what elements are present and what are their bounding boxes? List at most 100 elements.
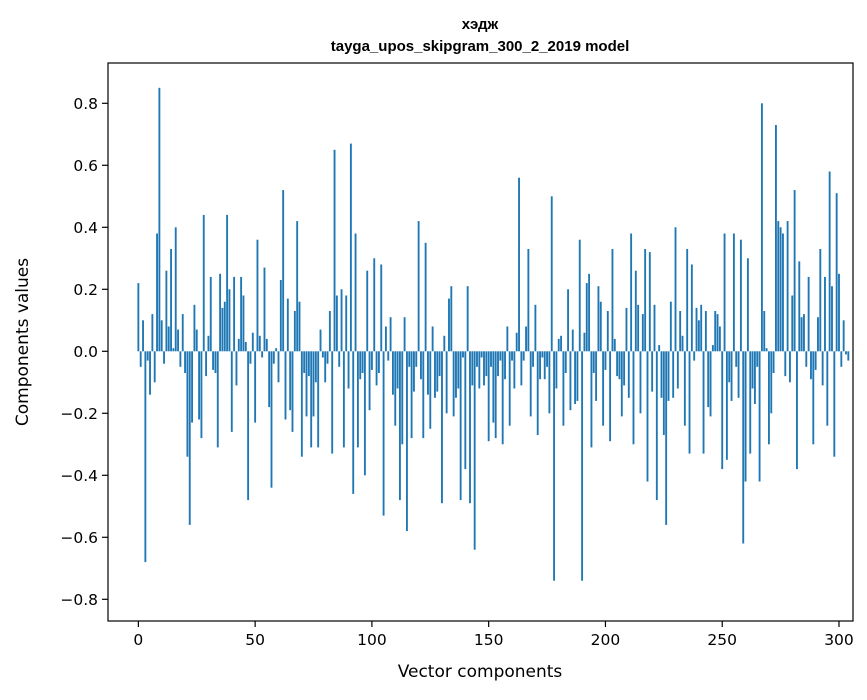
bar-component-92	[352, 351, 355, 494]
bar-component-298	[833, 351, 836, 457]
bar-component-189	[578, 239, 581, 352]
bar-component-76	[314, 351, 317, 383]
bar-component-10	[160, 320, 163, 352]
bar-component-295	[826, 351, 829, 426]
y-tick-label: −0.6	[60, 529, 98, 547]
bar-component-17	[177, 329, 179, 352]
bar-component-191	[583, 332, 586, 352]
x-tick-label: 200	[591, 631, 621, 649]
bar-component-174	[543, 351, 546, 380]
bar-component-208	[623, 351, 626, 386]
bar-component-156	[501, 351, 504, 445]
bar-component-176	[548, 351, 551, 414]
bar-component-166	[525, 326, 527, 352]
bar-component-20	[184, 351, 186, 373]
bar-component-153	[494, 351, 497, 439]
bar-component-114	[403, 317, 406, 352]
bar-component-13	[167, 326, 170, 352]
bar-component-270	[767, 351, 770, 445]
bar-component-222	[655, 351, 658, 501]
bar-component-220	[651, 351, 654, 392]
bar-component-278	[786, 221, 789, 352]
bar-component-257	[737, 351, 740, 398]
bar-component-239	[695, 307, 698, 352]
bar-component-205	[616, 351, 619, 377]
bar-component-28	[202, 214, 205, 352]
bar-component-2	[142, 320, 144, 352]
bar-component-82	[328, 311, 331, 352]
bar-component-62	[282, 190, 285, 352]
bar-component-109	[391, 351, 394, 395]
y-tick-label: −0.4	[60, 467, 98, 485]
bar-component-103	[377, 351, 380, 373]
bar-component-122	[422, 351, 425, 439]
bar-component-265	[756, 351, 759, 367]
bar-component-180	[557, 338, 560, 352]
bar-component-6	[151, 314, 154, 352]
bar-component-160	[511, 351, 513, 361]
bar-component-30	[207, 335, 210, 352]
bar-component-139	[462, 351, 464, 358]
bar-component-140	[464, 351, 467, 470]
chart-title-line2: tayga_upos_skipgram_300_2_2019 model	[331, 38, 630, 55]
bar-component-175	[546, 351, 548, 367]
bar-component-223	[658, 345, 661, 352]
bar-component-178	[553, 351, 555, 581]
bar-component-98	[366, 270, 369, 352]
bar-component-12	[165, 270, 168, 352]
bar-component-130	[441, 351, 443, 504]
chart-title-line1: хэдж	[462, 16, 499, 33]
bar-component-264	[753, 351, 756, 404]
bar-component-149	[485, 351, 488, 377]
bar-component-294	[824, 276, 826, 352]
bar-component-95	[359, 351, 362, 380]
bar-component-46	[244, 342, 247, 352]
bar-component-42	[235, 351, 238, 386]
bar-component-182	[562, 351, 565, 426]
bar-component-230	[674, 227, 677, 352]
bar-component-34	[216, 351, 219, 448]
bar-component-52	[258, 335, 261, 352]
bar-component-263	[751, 351, 754, 389]
bar-component-246	[711, 345, 714, 352]
bar-component-25	[195, 329, 198, 352]
bar-component-18	[179, 351, 182, 367]
bar-component-99	[368, 351, 371, 411]
x-tick-label: 250	[707, 631, 737, 649]
bar-component-290	[814, 351, 817, 370]
bar-component-22	[188, 351, 191, 525]
bar-component-35	[219, 273, 222, 352]
bar-component-271	[770, 351, 773, 414]
bar-component-275	[779, 227, 782, 352]
y-tick-label: −0.8	[60, 591, 98, 609]
bar-component-137	[457, 351, 460, 389]
bar-component-165	[522, 351, 525, 361]
bar-component-181	[560, 335, 563, 352]
bar-component-254	[730, 351, 733, 401]
bar-component-106	[384, 326, 387, 352]
bar-component-255	[732, 233, 735, 352]
bar-component-266	[758, 351, 761, 482]
bar-component-3	[144, 351, 147, 563]
bar-component-200	[604, 351, 607, 370]
bar-component-104	[380, 264, 383, 352]
bar-component-36	[221, 307, 224, 352]
bar-component-293	[821, 351, 824, 386]
bar-component-38	[226, 214, 229, 352]
bar-component-116	[408, 351, 411, 367]
bar-component-71	[303, 351, 306, 373]
bar-component-237	[690, 264, 693, 352]
bar-component-269	[765, 348, 768, 352]
bar-component-297	[831, 286, 833, 352]
bar-component-135	[452, 351, 455, 417]
bar-component-15	[172, 348, 175, 352]
bar-component-299	[835, 193, 838, 352]
bar-component-29	[205, 351, 208, 377]
bar-component-302	[842, 320, 845, 352]
bar-component-142	[469, 351, 471, 504]
y-tick-label: 0.8	[73, 95, 98, 113]
bar-component-211	[630, 233, 633, 352]
bar-component-39	[228, 289, 231, 352]
bar-component-152	[492, 351, 495, 423]
